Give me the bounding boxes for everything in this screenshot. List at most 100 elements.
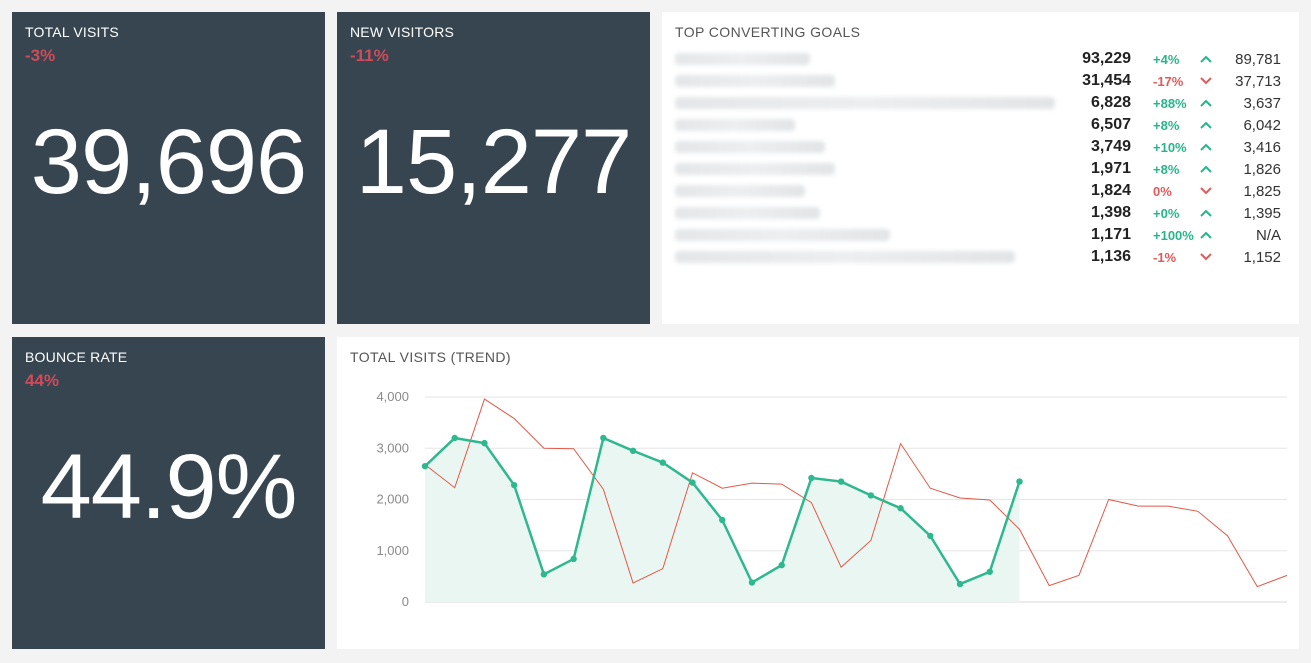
tile-title: NEW VISITORS — [350, 24, 455, 40]
data-point[interactable] — [808, 474, 815, 482]
data-point[interactable] — [451, 434, 458, 442]
goal-change-pct: +0% — [1153, 205, 1180, 221]
trend-tile: 0 1,000 2,000 3,000 4,000 TOTAL VISITS (TREN… — [337, 337, 1299, 649]
data-point[interactable] — [1016, 478, 1023, 485]
goal-value: 6,828 — [1090, 94, 1131, 111]
goals-table: 93,229 +4% 89,781 31,454 -17% 37,713 6,828 +88%… — [675, 48, 1288, 268]
goal-value: 1,136 — [1090, 248, 1131, 265]
tile-title: BOUNCE RATE — [25, 349, 128, 365]
data-point[interactable] — [986, 568, 993, 575]
goal-value: 1,171 — [1090, 226, 1131, 243]
tile-title: TOTAL VISITS (TREND) — [350, 349, 511, 365]
goal-value: 1,971 — [1090, 160, 1131, 177]
goal-change-pct: +8% — [1153, 161, 1180, 177]
goal-row: 1,824 0% 1,825 — [675, 180, 1288, 202]
chevron-up-icon — [1191, 228, 1221, 242]
tile-delta: -3% — [25, 46, 56, 65]
goal-change-pct: +4% — [1153, 51, 1180, 67]
goal-row: 1,971 +8% 1,826 — [675, 158, 1288, 180]
y-tick-label: 1,000 — [376, 543, 409, 558]
y-tick-label: 2,000 — [376, 492, 409, 507]
goal-previous-value: 3,637 — [1243, 94, 1281, 112]
data-point[interactable] — [570, 555, 577, 563]
goal-name-redacted — [675, 140, 1055, 154]
chevron-up-icon — [1191, 96, 1221, 110]
goal-name-redacted — [675, 52, 1055, 66]
goal-name-redacted — [675, 96, 1055, 110]
goal-name-redacted — [675, 206, 1055, 220]
goal-value: 6,507 — [1090, 116, 1131, 133]
bounce-rate-tile: BOUNCE RATE 44% 44.9% — [12, 337, 325, 649]
goal-row: 3,749 +10% 3,416 — [675, 136, 1288, 158]
data-point[interactable] — [837, 478, 845, 485]
y-tick-label: 0 — [402, 594, 409, 609]
goal-previous-value: N/A — [1255, 226, 1281, 244]
data-point[interactable] — [600, 434, 607, 442]
goal-value: 93,229 — [1082, 50, 1131, 67]
data-point[interactable] — [421, 462, 429, 470]
goal-row: 93,229 +4% 89,781 — [675, 48, 1288, 70]
data-point[interactable] — [927, 532, 934, 540]
goal-value: 1,824 — [1090, 182, 1131, 199]
data-point[interactable] — [540, 571, 548, 578]
goal-previous-value: 1,152 — [1243, 248, 1281, 266]
goal-value: 31,454 — [1082, 72, 1131, 89]
goal-change-pct: -17% — [1153, 73, 1184, 89]
chevron-up-icon — [1191, 118, 1221, 132]
goal-change-pct: +88% — [1153, 95, 1187, 111]
trend-chart: 0 1,000 2,000 3,000 4,000 — [376, 389, 1288, 609]
tile-title: TOTAL VISITS — [25, 24, 119, 40]
goal-change-pct: +8% — [1153, 117, 1180, 133]
data-point[interactable] — [689, 479, 696, 486]
data-point[interactable] — [481, 439, 488, 447]
goal-row: 1,398 +0% 1,395 — [675, 202, 1288, 224]
y-tick-label: 4,000 — [376, 389, 409, 404]
goal-value: 3,749 — [1090, 138, 1131, 155]
goal-name-redacted — [675, 250, 1055, 264]
tile-title: TOP CONVERTING GOALS — [675, 24, 861, 40]
tile-value: 44.9% — [40, 436, 298, 538]
data-point[interactable] — [629, 447, 637, 455]
chevron-down-icon — [1191, 184, 1221, 198]
goal-name-redacted — [675, 74, 1055, 88]
goal-name-redacted — [675, 162, 1055, 176]
goal-row: 1,171 +100% N/A — [675, 224, 1288, 246]
goal-previous-value: 37,713 — [1235, 72, 1281, 90]
goal-previous-value: 6,042 — [1243, 116, 1281, 134]
goal-row: 6,828 +88% 3,637 — [675, 92, 1288, 114]
goal-change-pct: +100% — [1153, 227, 1194, 243]
tile-value: 39,696 — [30, 111, 307, 213]
goal-row: 31,454 -17% 37,713 — [675, 70, 1288, 92]
chevron-up-icon — [1191, 140, 1221, 154]
goal-change-pct: +10% — [1153, 139, 1187, 155]
data-point[interactable] — [778, 561, 785, 569]
data-point[interactable] — [659, 459, 666, 466]
goal-row: 1,136 -1% 1,152 — [675, 246, 1288, 268]
goal-previous-value: 89,781 — [1235, 50, 1281, 68]
goal-name-redacted — [675, 184, 1055, 198]
data-point[interactable] — [897, 505, 904, 512]
goal-previous-value: 1,395 — [1243, 204, 1281, 222]
goal-previous-value: 1,826 — [1243, 160, 1281, 178]
data-point[interactable] — [956, 580, 964, 588]
chevron-up-icon — [1191, 162, 1221, 176]
new-visitors-tile: NEW VISITORS -11% 15,277 — [337, 12, 650, 324]
goal-row: 6,507 +8% 6,042 — [675, 114, 1288, 136]
goal-previous-value: 3,416 — [1243, 138, 1281, 156]
goal-change-pct: 0% — [1153, 183, 1172, 199]
goal-value: 1,398 — [1090, 204, 1131, 221]
chevron-up-icon — [1191, 52, 1221, 66]
goal-change-pct: -1% — [1153, 249, 1177, 265]
tile-value: 15,277 — [355, 111, 632, 213]
goal-previous-value: 1,825 — [1243, 182, 1281, 200]
top-goals-tile: TOP CONVERTING GOALS 93,229 +4% 89,781 31,4… — [662, 12, 1299, 324]
chevron-up-icon — [1191, 206, 1221, 220]
data-point[interactable] — [748, 579, 756, 586]
data-point[interactable] — [510, 481, 518, 489]
goal-name-redacted — [675, 228, 1055, 242]
data-point[interactable] — [867, 492, 875, 499]
tile-delta: 44% — [25, 371, 60, 390]
tile-delta: -11% — [350, 46, 389, 65]
total-visits-tile: TOTAL VISITS -3% 39,696 — [12, 12, 325, 324]
data-point[interactable] — [719, 516, 726, 524]
